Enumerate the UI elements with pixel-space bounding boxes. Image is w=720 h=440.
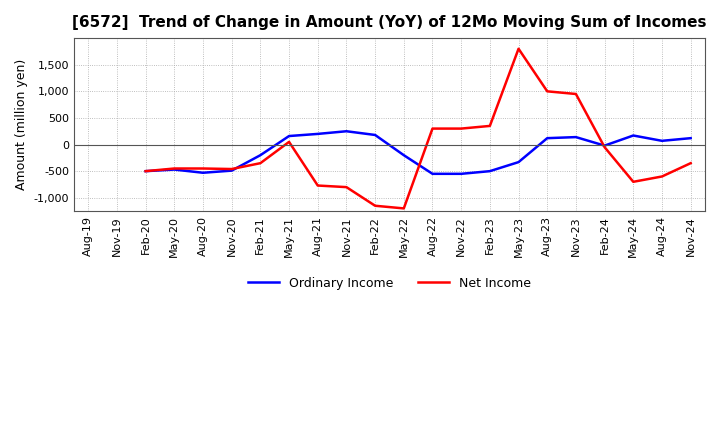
- Net Income: [284, 139, 293, 144]
- Ordinary Income: [514, 159, 523, 165]
- Ordinary Income: [371, 132, 379, 138]
- Net Income: [256, 161, 265, 166]
- Ordinary Income: [228, 168, 236, 173]
- Net Income: [199, 166, 207, 171]
- Line: Ordinary Income: Ordinary Income: [145, 131, 690, 174]
- Net Income: [313, 183, 322, 188]
- Title: [6572]  Trend of Change in Amount (YoY) of 12Mo Moving Sum of Incomes: [6572] Trend of Change in Amount (YoY) o…: [72, 15, 707, 30]
- Net Income: [485, 123, 494, 128]
- Ordinary Income: [400, 153, 408, 158]
- Ordinary Income: [141, 169, 150, 174]
- Ordinary Income: [342, 128, 351, 134]
- Ordinary Income: [686, 136, 695, 141]
- Net Income: [514, 46, 523, 51]
- Net Income: [342, 184, 351, 190]
- Ordinary Income: [284, 133, 293, 139]
- Ordinary Income: [572, 135, 580, 140]
- Legend: Ordinary Income, Net Income: Ordinary Income, Net Income: [243, 272, 536, 295]
- Net Income: [543, 89, 552, 94]
- Ordinary Income: [256, 153, 265, 158]
- Net Income: [657, 174, 666, 179]
- Net Income: [457, 126, 466, 131]
- Y-axis label: Amount (million yen): Amount (million yen): [15, 59, 28, 190]
- Net Income: [400, 206, 408, 211]
- Net Income: [572, 92, 580, 97]
- Net Income: [228, 166, 236, 172]
- Ordinary Income: [313, 131, 322, 136]
- Net Income: [600, 145, 609, 150]
- Ordinary Income: [657, 138, 666, 143]
- Ordinary Income: [199, 170, 207, 176]
- Net Income: [141, 169, 150, 174]
- Ordinary Income: [170, 167, 179, 172]
- Net Income: [686, 161, 695, 166]
- Net Income: [170, 166, 179, 171]
- Net Income: [428, 126, 437, 131]
- Ordinary Income: [457, 171, 466, 176]
- Net Income: [629, 179, 638, 184]
- Net Income: [371, 203, 379, 209]
- Ordinary Income: [629, 133, 638, 138]
- Ordinary Income: [543, 136, 552, 141]
- Ordinary Income: [428, 171, 437, 176]
- Line: Net Income: Net Income: [145, 49, 690, 209]
- Ordinary Income: [485, 169, 494, 174]
- Ordinary Income: [600, 143, 609, 148]
